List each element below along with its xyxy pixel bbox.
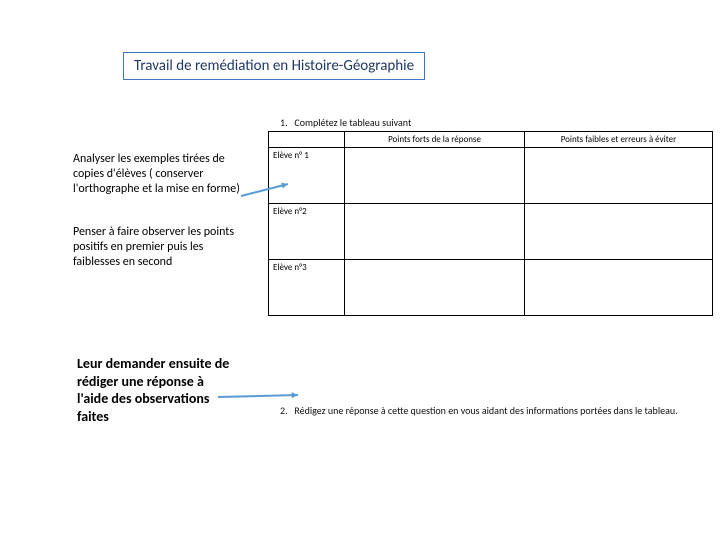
annotation-observe: Penser à faire observer les points posit… <box>73 225 248 270</box>
table-cell <box>345 148 525 204</box>
table-header-cell <box>269 132 345 148</box>
table-header-row: Points forts de la réponse Points faible… <box>269 132 713 148</box>
instruction-complete-table: 1. Complétez le tableau suivant <box>280 116 411 129</box>
table-cell <box>345 204 525 260</box>
table-row: Elève n°3 <box>269 260 713 316</box>
instruction-text: Complétez le tableau suivant <box>294 116 411 129</box>
table-cell <box>525 260 713 316</box>
table-row: Elève n°2 <box>269 204 713 260</box>
table-cell <box>345 260 525 316</box>
instruction-num: 1. <box>280 116 288 129</box>
table-cell <box>525 204 713 260</box>
table-row: Elève n° 1 <box>269 148 713 204</box>
instruction-redact-answer: 2. Rédigez une réponse à cette question … <box>280 404 678 417</box>
table-header-cell: Points forts de la réponse <box>345 132 525 148</box>
annotation-analyze: Analyser les exemples tirées de copies d… <box>73 152 243 197</box>
page-title: Travail de remédiation en Histoire-Géogr… <box>123 52 425 80</box>
arrow-icon <box>233 176 296 204</box>
arrow-icon <box>210 387 306 405</box>
table-cell: Elève n°3 <box>269 260 345 316</box>
instruction-num: 2. <box>280 404 288 417</box>
instruction-text: Rédigez une réponse à cette question en … <box>294 404 677 417</box>
table-cell: Elève n°2 <box>269 204 345 260</box>
table-cell <box>525 148 713 204</box>
table-header-cell: Points faibles et erreurs à éviter <box>525 132 713 148</box>
remediation-table: Points forts de la réponse Points faible… <box>268 131 713 316</box>
